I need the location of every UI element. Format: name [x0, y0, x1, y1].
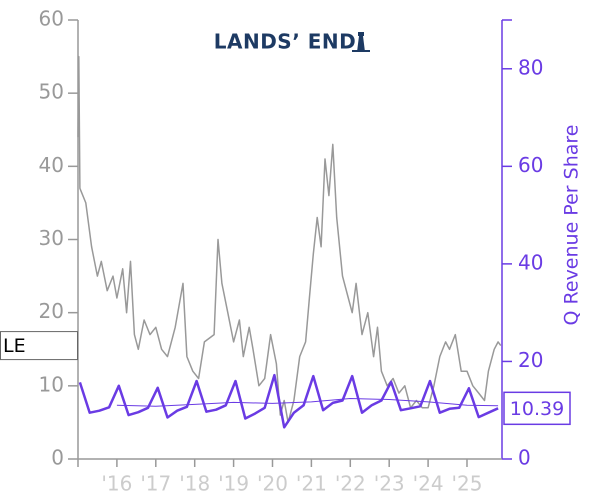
y2-tick-label: 0: [518, 446, 531, 470]
y2-tick-label: 80: [518, 55, 543, 79]
last-value-box: [503, 391, 571, 426]
x-tick-label: '23: [374, 472, 405, 496]
y2-tick-label: 60: [518, 153, 543, 177]
y2-axis-label: Q Revenue Per Share: [561, 125, 583, 326]
revenue-line: [78, 373, 499, 429]
y-tick-label: 30: [39, 226, 64, 250]
x-tick-label: '17: [140, 472, 171, 496]
y2-tick-label: 40: [518, 250, 543, 274]
y-tick-label: 40: [39, 153, 64, 177]
price-line: [77, 55, 502, 424]
y-tick-label: 60: [39, 7, 64, 31]
revenue-trend-line: [116, 398, 499, 407]
chart-title: LANDS’ END: [214, 30, 357, 54]
x-tick-label: '25: [452, 472, 483, 496]
y-tick-label: 0: [51, 446, 64, 470]
y-tick-label: 50: [39, 80, 64, 104]
x-tick-label: '19: [218, 472, 249, 496]
x-tick-label: '16: [101, 472, 132, 496]
y2-tick-label: 20: [518, 348, 543, 372]
ticker-box: [0, 331, 78, 361]
y-tick-label: 20: [39, 299, 64, 323]
x-tick-label: '22: [335, 472, 366, 496]
x-tick-label: '24: [413, 472, 444, 496]
y-tick-label: 10: [39, 372, 64, 396]
x-tick-label: '20: [257, 472, 288, 496]
ticker-label: LE: [3, 335, 26, 357]
x-tick-label: '21: [296, 472, 327, 496]
lighthouse-icon: [352, 32, 370, 52]
x-tick-label: '18: [179, 472, 210, 496]
last-value-label: 10.39: [510, 398, 564, 420]
